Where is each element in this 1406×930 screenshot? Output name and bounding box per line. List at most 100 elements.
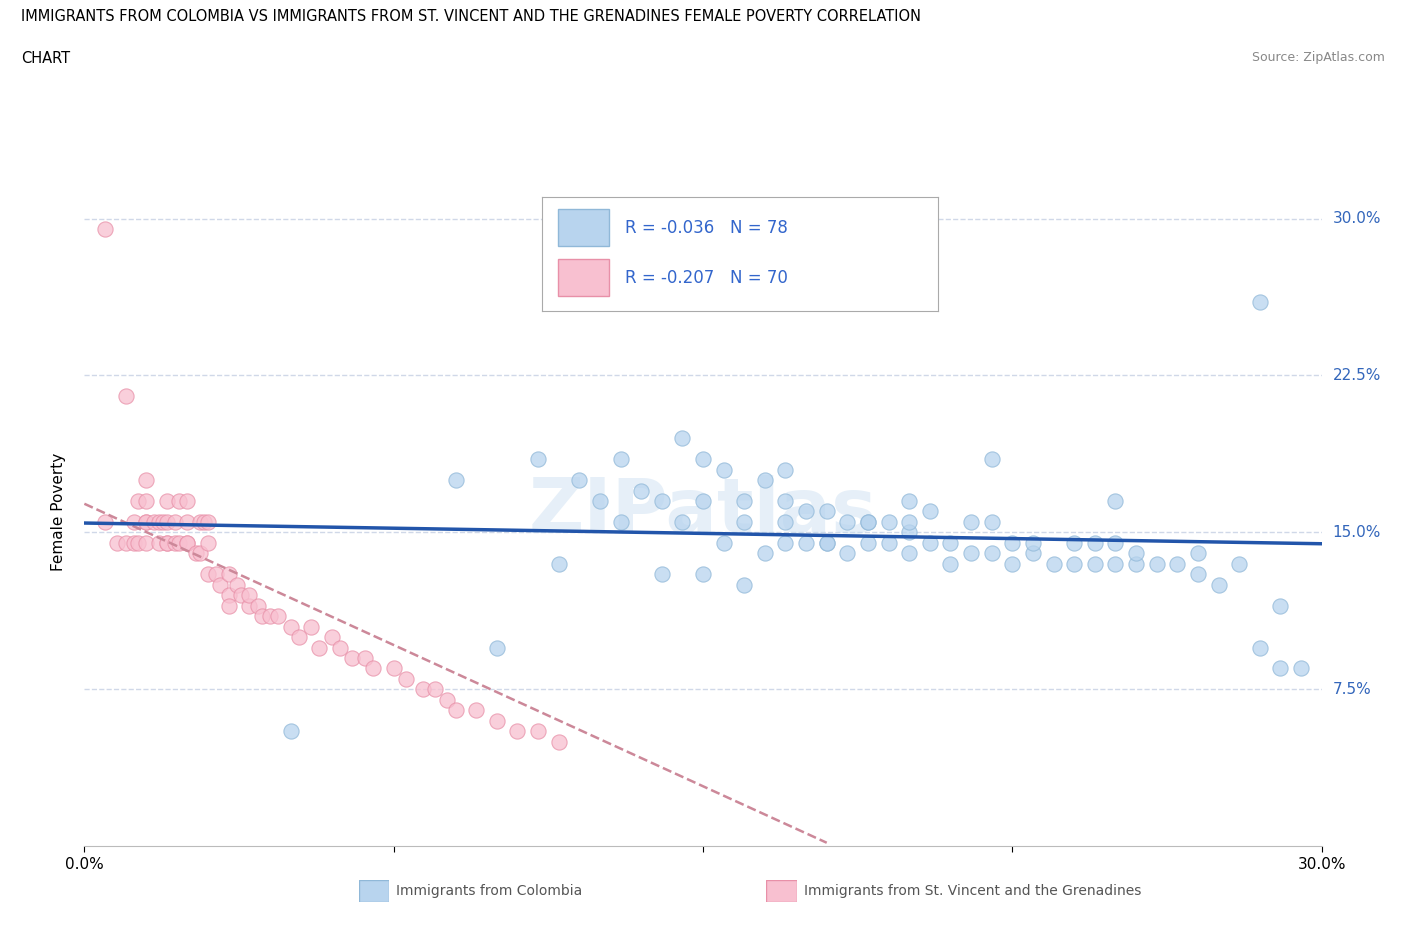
Point bbox=[94, 221, 117, 236]
Point bbox=[165, 536, 187, 551]
Point bbox=[960, 514, 983, 529]
Point bbox=[1227, 556, 1250, 571]
Point bbox=[176, 536, 198, 551]
Point bbox=[775, 462, 797, 477]
Point bbox=[280, 724, 302, 738]
Point bbox=[197, 514, 219, 529]
Point bbox=[382, 661, 405, 676]
Point bbox=[547, 735, 569, 750]
Point bbox=[485, 713, 508, 728]
Point bbox=[423, 682, 446, 697]
Point bbox=[692, 452, 714, 467]
Point bbox=[815, 504, 838, 519]
Point bbox=[980, 546, 1002, 561]
Point bbox=[135, 536, 157, 551]
Point bbox=[156, 536, 179, 551]
Point bbox=[127, 494, 149, 509]
Point bbox=[775, 494, 797, 509]
Point bbox=[1001, 556, 1024, 571]
Point bbox=[1249, 295, 1271, 310]
Point bbox=[527, 452, 550, 467]
Point bbox=[918, 536, 941, 551]
Point bbox=[259, 609, 281, 624]
Point bbox=[733, 494, 755, 509]
Point bbox=[960, 546, 983, 561]
Point bbox=[209, 578, 232, 592]
Point bbox=[288, 630, 311, 644]
Point bbox=[485, 640, 508, 655]
Point bbox=[218, 567, 240, 582]
Point bbox=[733, 578, 755, 592]
Point bbox=[165, 514, 187, 529]
Point bbox=[167, 536, 190, 551]
Point bbox=[609, 452, 631, 467]
Point bbox=[733, 514, 755, 529]
Point bbox=[229, 588, 252, 603]
Point bbox=[152, 514, 174, 529]
Point bbox=[184, 546, 207, 561]
Point bbox=[506, 724, 529, 738]
Point bbox=[94, 514, 117, 529]
Point bbox=[898, 525, 921, 540]
Point bbox=[156, 514, 179, 529]
Point bbox=[308, 640, 330, 655]
Point bbox=[1125, 556, 1147, 571]
Point bbox=[246, 598, 269, 613]
Point bbox=[148, 536, 170, 551]
Point bbox=[1022, 536, 1045, 551]
Point bbox=[444, 703, 467, 718]
Point bbox=[1166, 556, 1188, 571]
Point bbox=[939, 556, 962, 571]
Point bbox=[1063, 556, 1085, 571]
Point bbox=[1289, 661, 1312, 676]
Point bbox=[877, 536, 900, 551]
Point bbox=[176, 514, 198, 529]
Point bbox=[692, 494, 714, 509]
Point bbox=[527, 724, 550, 738]
Point bbox=[918, 504, 941, 519]
Point bbox=[1208, 578, 1230, 592]
Point bbox=[898, 494, 921, 509]
Point bbox=[1104, 494, 1126, 509]
Point bbox=[980, 452, 1002, 467]
Point bbox=[1022, 546, 1045, 561]
Point bbox=[1084, 536, 1107, 551]
Point bbox=[1270, 661, 1292, 676]
Point bbox=[395, 671, 418, 686]
Point bbox=[238, 598, 260, 613]
Point bbox=[280, 619, 302, 634]
Point bbox=[547, 556, 569, 571]
Point bbox=[444, 472, 467, 487]
Point bbox=[1104, 536, 1126, 551]
Point bbox=[135, 494, 157, 509]
Point bbox=[122, 514, 145, 529]
Text: Immigrants from Colombia: Immigrants from Colombia bbox=[396, 884, 582, 898]
Point bbox=[176, 536, 198, 551]
Point bbox=[837, 546, 859, 561]
Point bbox=[135, 514, 157, 529]
Text: 7.5%: 7.5% bbox=[1333, 682, 1371, 697]
Point bbox=[898, 546, 921, 561]
Point bbox=[238, 588, 260, 603]
Point bbox=[980, 514, 1002, 529]
Point bbox=[122, 536, 145, 551]
Point bbox=[713, 462, 735, 477]
Point bbox=[353, 651, 375, 666]
Point bbox=[1270, 598, 1292, 613]
Point bbox=[775, 514, 797, 529]
Point bbox=[114, 536, 136, 551]
Point bbox=[412, 682, 434, 697]
Text: Source: ZipAtlas.com: Source: ZipAtlas.com bbox=[1251, 51, 1385, 64]
Point bbox=[692, 567, 714, 582]
Point bbox=[218, 588, 240, 603]
Point bbox=[754, 472, 776, 487]
Point bbox=[671, 514, 693, 529]
Point bbox=[299, 619, 322, 634]
Point bbox=[226, 578, 249, 592]
Point bbox=[135, 514, 157, 529]
Point bbox=[193, 514, 215, 529]
Point bbox=[651, 567, 673, 582]
Point bbox=[250, 609, 273, 624]
Point bbox=[856, 514, 879, 529]
Point bbox=[877, 514, 900, 529]
